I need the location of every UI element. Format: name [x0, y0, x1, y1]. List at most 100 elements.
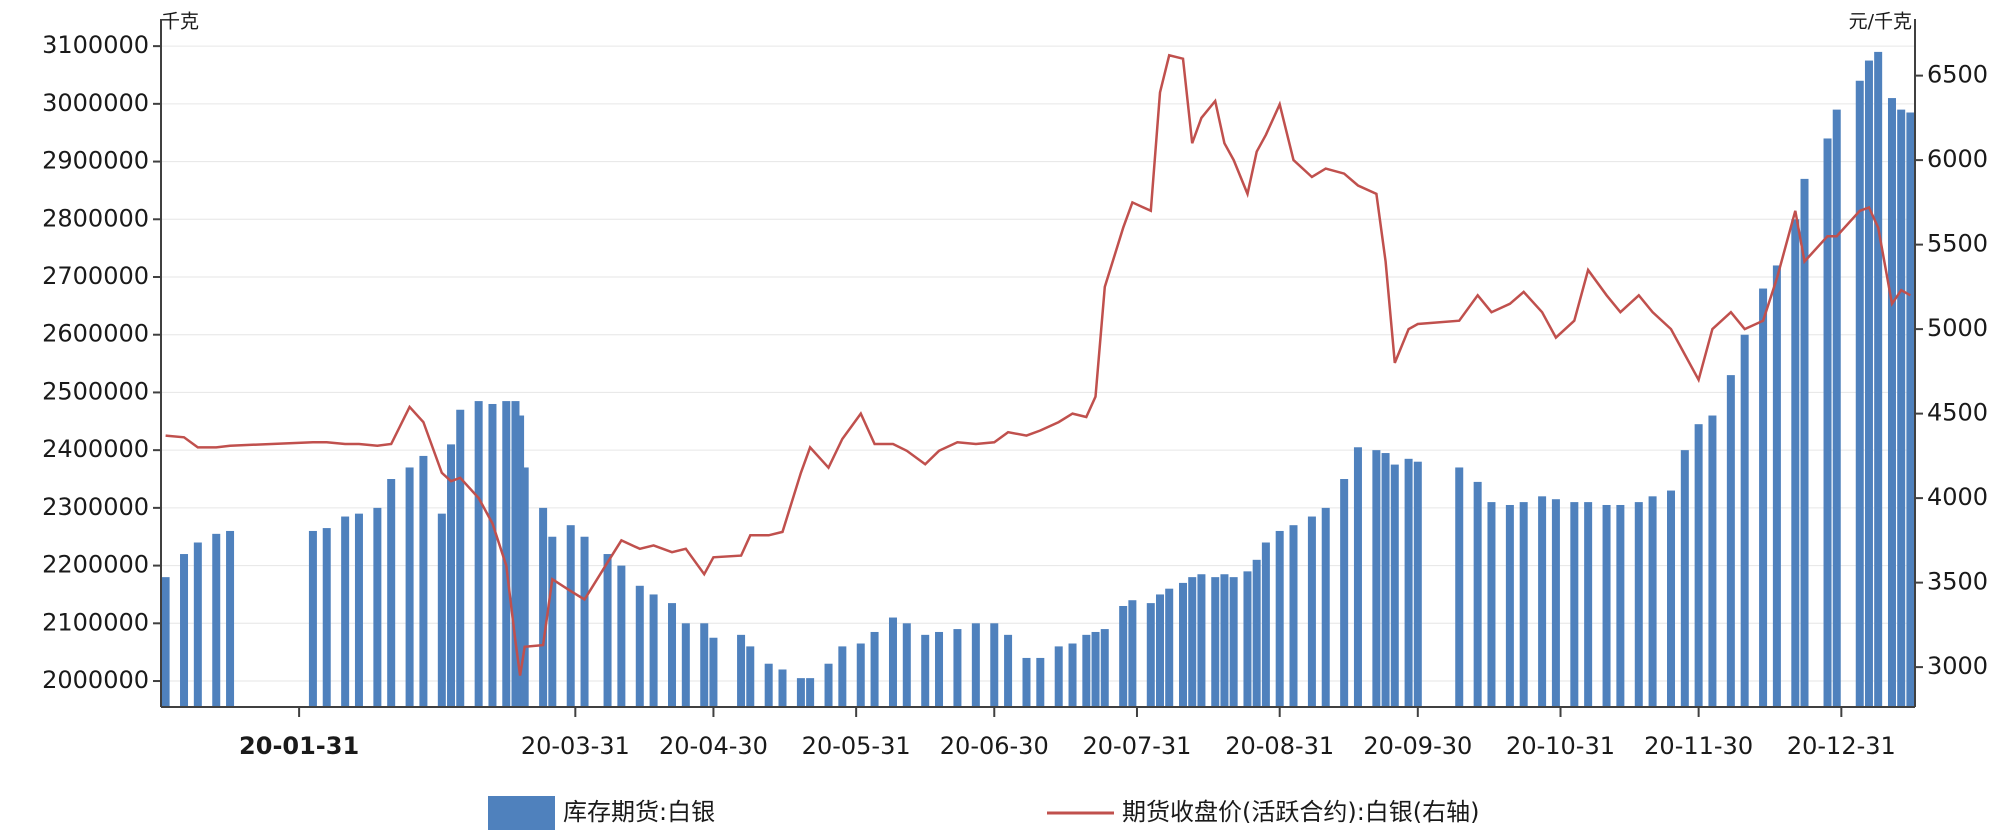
- bar: [1353, 447, 1362, 707]
- bar: [635, 585, 644, 707]
- bar: [1551, 499, 1560, 707]
- bar: [1473, 481, 1482, 707]
- bar: [764, 663, 773, 707]
- y-tick-label: 3000000: [42, 89, 149, 117]
- bar: [212, 533, 221, 707]
- bar: [1054, 646, 1063, 707]
- bar: [888, 617, 897, 707]
- bar: [1004, 634, 1013, 707]
- y-tick-label: 2300000: [42, 493, 149, 521]
- bar: [856, 643, 865, 707]
- bar: [447, 444, 456, 707]
- legend-label: 库存期货:白银: [563, 798, 715, 826]
- bar: [1381, 453, 1390, 707]
- bar: [1155, 594, 1164, 707]
- bar: [1275, 530, 1284, 707]
- price-line: [165, 53, 1912, 676]
- bar: [502, 401, 511, 707]
- bar: [709, 637, 718, 707]
- bar: [953, 629, 962, 707]
- bar: [1082, 634, 1091, 707]
- bar: [1505, 504, 1514, 707]
- bar: [511, 401, 520, 707]
- bar: [1694, 424, 1703, 707]
- x-tick-label: 20-03-31: [521, 732, 630, 760]
- x-tick-label: 20-07-31: [1083, 732, 1192, 760]
- bar: [806, 678, 815, 707]
- x-tick-label: 20-12-31: [1787, 732, 1896, 760]
- bar: [1538, 496, 1547, 707]
- bar: [180, 554, 189, 707]
- bar: [1068, 643, 1077, 707]
- bar: [1179, 582, 1188, 707]
- y2-tick-label: 4000: [1927, 483, 1988, 511]
- bar: [1832, 109, 1841, 708]
- bar: [1897, 109, 1906, 708]
- bar: [322, 528, 331, 707]
- x-tick-label: 20-05-31: [802, 732, 911, 760]
- bar: [1759, 288, 1768, 707]
- bar: [1680, 450, 1689, 707]
- bar: [161, 577, 170, 707]
- y-tick-label: 2700000: [42, 262, 149, 290]
- y-tick-label: 2400000: [42, 435, 149, 463]
- bar: [1455, 467, 1464, 707]
- bar: [603, 554, 612, 707]
- bar: [1390, 464, 1399, 707]
- bar: [1022, 657, 1031, 707]
- bar: [1740, 334, 1749, 707]
- bar: [1855, 80, 1864, 707]
- bar: [1289, 525, 1298, 707]
- bar: [1616, 504, 1625, 707]
- y-tick-label: 2900000: [42, 147, 149, 175]
- legend-swatch: [488, 796, 555, 830]
- bar: [226, 530, 235, 707]
- bar: [668, 603, 677, 707]
- bar: [870, 631, 879, 707]
- bar: [1243, 571, 1252, 707]
- bar: [1197, 574, 1206, 707]
- bar: [456, 409, 465, 707]
- bar: [935, 631, 944, 707]
- bar: [737, 634, 746, 707]
- bar: [1519, 502, 1528, 707]
- y-tick-label: 2800000: [42, 204, 149, 232]
- bar: [1413, 461, 1422, 707]
- bar: [700, 623, 709, 707]
- bar: [1791, 219, 1800, 708]
- bar: [824, 663, 833, 707]
- bar: [1800, 178, 1809, 707]
- bar: [778, 669, 787, 707]
- bar: [520, 467, 529, 707]
- bar: [681, 623, 690, 707]
- bar: [990, 623, 999, 707]
- bar: [1404, 458, 1413, 707]
- y2-tick-label: 5000: [1927, 314, 1988, 342]
- bar: [1229, 577, 1238, 707]
- bar: [539, 507, 548, 707]
- x-tick-label: 20-06-30: [940, 732, 1049, 760]
- bar: [419, 455, 428, 707]
- bar: [1887, 98, 1896, 707]
- bar: [746, 646, 755, 707]
- bar: [1165, 588, 1174, 707]
- bar: [1584, 502, 1593, 707]
- x-tick-label: 20-04-30: [659, 732, 768, 760]
- bar: [1211, 577, 1220, 707]
- bar: [1091, 631, 1100, 707]
- bar: [437, 513, 446, 707]
- x-tick-label: 20-01-31: [239, 732, 359, 760]
- bar: [838, 646, 847, 707]
- bar: [1667, 490, 1676, 707]
- y2-tick-label: 3000: [1927, 652, 1988, 680]
- bar: [1307, 516, 1316, 707]
- y-tick-label: 2200000: [42, 551, 149, 579]
- y-tick-label: 2100000: [42, 608, 149, 636]
- y2-tick-label: 4500: [1927, 399, 1988, 427]
- bar: [516, 415, 525, 707]
- bar: [1906, 112, 1915, 707]
- bar: [1823, 138, 1832, 708]
- bar: [1220, 574, 1229, 707]
- bar: [580, 536, 589, 707]
- bar: [488, 403, 497, 707]
